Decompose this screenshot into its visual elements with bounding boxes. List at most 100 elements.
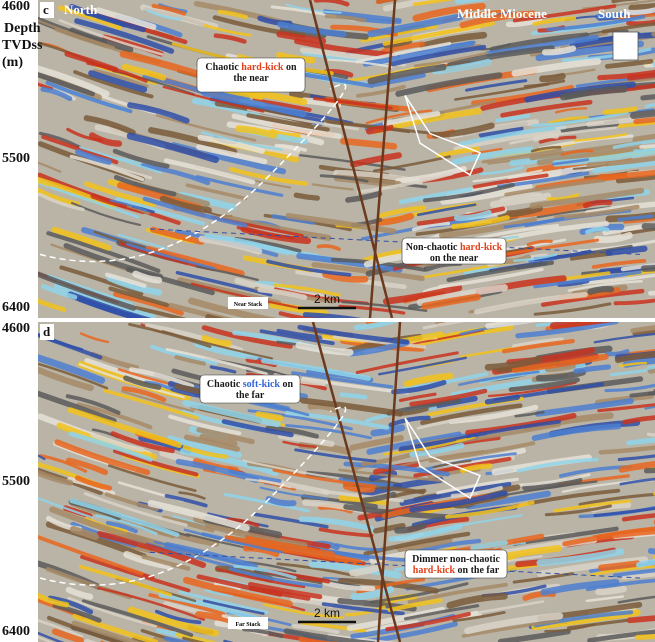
reflector: [196, 574, 283, 597]
reflector: [134, 306, 187, 318]
fault-line: [311, 322, 402, 642]
seismic-panels: [38, 0, 655, 642]
reflector: [326, 121, 411, 134]
reflector: [47, 595, 94, 615]
reflector: [195, 265, 259, 282]
reflector: [307, 402, 338, 413]
reflector: [362, 40, 475, 67]
reflector: [591, 258, 647, 269]
reflector: [471, 147, 503, 155]
reflector: [484, 356, 543, 371]
reflector: [604, 349, 630, 357]
reflector: [150, 344, 218, 366]
reflector: [622, 415, 655, 425]
reflector: [598, 560, 641, 572]
reflector: [535, 398, 634, 417]
reflector: [499, 544, 562, 560]
reflector: [529, 187, 645, 209]
annotation-segment: on the near: [430, 253, 479, 264]
reflector: [398, 407, 429, 417]
reflector: [618, 461, 655, 473]
reflector: [413, 51, 489, 68]
reflector: [612, 139, 655, 150]
reflector: [145, 8, 183, 21]
reflector: [370, 424, 406, 437]
reflector: [204, 588, 234, 597]
annotation-box: [196, 57, 306, 93]
reflector: [470, 540, 508, 551]
reflector: [278, 433, 335, 447]
reflector: [142, 196, 248, 228]
reflector: [526, 239, 553, 247]
reflector: [412, 2, 486, 22]
reflector: [327, 58, 393, 68]
reflector: [573, 364, 612, 374]
reflector: [560, 149, 594, 157]
reflector: [446, 45, 555, 69]
reflector: [511, 353, 609, 373]
annotation-segment: on the far: [455, 565, 500, 576]
reflector: [38, 535, 144, 576]
reflector: [185, 183, 248, 201]
reflector: [179, 448, 279, 476]
reflector: [113, 174, 177, 197]
reflector: [394, 522, 427, 534]
reflector: [643, 60, 655, 68]
reflector: [121, 63, 167, 81]
reflector: [79, 146, 163, 174]
reflector: [247, 581, 323, 600]
annotation-segment: on: [280, 379, 294, 390]
reflector: [621, 513, 655, 522]
reflector: [187, 297, 278, 318]
reflector: [109, 199, 147, 212]
reflector: [458, 370, 540, 387]
reflector: [69, 154, 145, 182]
reflector: [245, 535, 335, 556]
reflector: [407, 582, 508, 604]
reflector: [182, 636, 206, 642]
reflector: [616, 214, 654, 222]
depth-label: 6400: [2, 300, 30, 315]
reflector: [644, 102, 655, 109]
reflector: [403, 372, 454, 388]
reflector: [54, 439, 151, 476]
reflector: [421, 293, 481, 310]
reflector: [592, 160, 655, 174]
reflector: [105, 272, 147, 288]
direction-south: South: [598, 6, 631, 21]
reflector: [541, 45, 577, 56]
reflector: [614, 351, 655, 364]
reflector: [120, 390, 195, 413]
reflector: [198, 235, 263, 255]
reflector: [58, 5, 123, 31]
reflector: [332, 335, 427, 349]
reflector: [231, 113, 342, 139]
reflector: [500, 99, 593, 118]
reflector: [555, 121, 605, 130]
seismic-image: [38, 0, 655, 318]
reflector: [378, 356, 467, 376]
annotation-box: [404, 549, 508, 579]
reflector: [74, 475, 113, 491]
reflector: [113, 291, 184, 316]
reflector: [503, 480, 598, 497]
reflector: [183, 576, 293, 608]
reflector: [339, 392, 368, 400]
reflector: [158, 592, 264, 623]
color-legend-icon: [612, 31, 639, 61]
reflector: [514, 410, 545, 418]
reflector: [446, 592, 508, 609]
depth-label: 4600: [2, 321, 30, 336]
reflector: [372, 73, 426, 87]
reflector: [51, 226, 112, 251]
reflector: [316, 244, 341, 251]
reflector: [341, 300, 428, 312]
reflector: [71, 620, 142, 642]
reflector: [605, 245, 648, 256]
depth-label: 6400: [2, 624, 30, 639]
reflector: [38, 161, 62, 173]
reflector: [617, 454, 655, 462]
stack-label: Far Stack: [235, 622, 261, 628]
reflector: [167, 435, 243, 459]
reflector: [552, 499, 631, 513]
